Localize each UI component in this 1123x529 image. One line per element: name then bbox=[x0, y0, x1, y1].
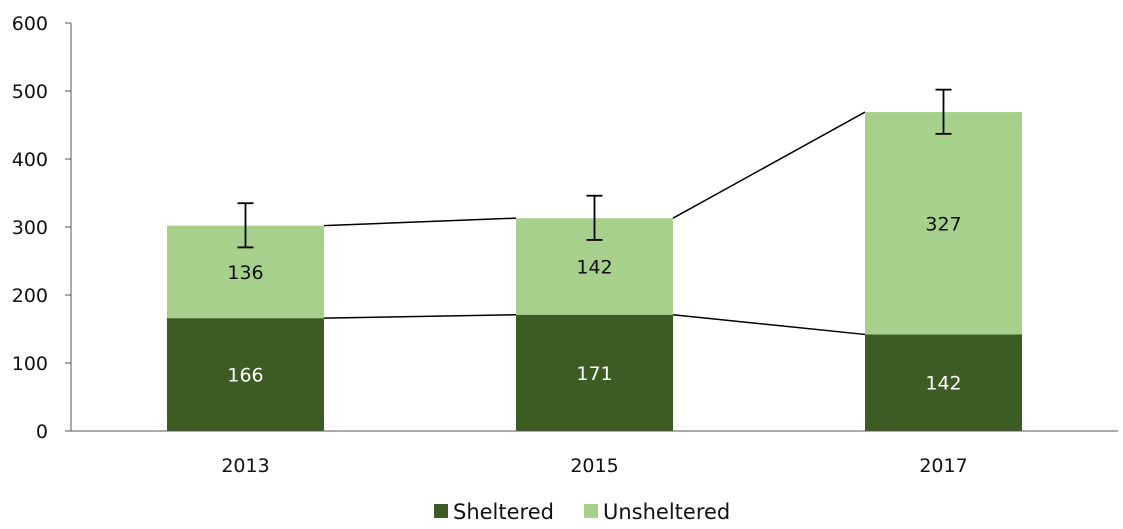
y-axis: 0 100 200 300 400 500 600 bbox=[12, 13, 72, 443]
legend-label-sheltered: Sheltered bbox=[453, 500, 554, 524]
data-label: 327 bbox=[925, 213, 961, 235]
y-tick-label: 200 bbox=[12, 285, 48, 307]
connector-line bbox=[323, 313, 517, 319]
legend-swatch-unsheltered bbox=[584, 504, 598, 518]
connector-lines bbox=[323, 111, 866, 336]
connector-line bbox=[672, 313, 866, 336]
data-label: 142 bbox=[576, 256, 612, 278]
x-axis: 2013 2015 2017 bbox=[71, 430, 1118, 477]
y-tick-label: 100 bbox=[12, 353, 48, 375]
y-tick-label: 600 bbox=[12, 13, 48, 35]
y-tick-label: 300 bbox=[12, 217, 48, 239]
x-tick-label: 2017 bbox=[919, 455, 967, 477]
legend: Sheltered Unsheltered bbox=[434, 500, 730, 524]
x-tick-label: 2015 bbox=[570, 455, 618, 477]
bar-sheltered-2015 bbox=[516, 314, 673, 431]
y-tick-label: 400 bbox=[12, 149, 48, 171]
bar-unsheltered-2017 bbox=[865, 112, 1022, 335]
bar-sheltered-2013 bbox=[167, 318, 324, 431]
y-tick-label: 500 bbox=[12, 81, 48, 103]
bars bbox=[167, 112, 1022, 431]
data-labels: 166 136 171 142 142 327 bbox=[227, 213, 961, 394]
data-label: 142 bbox=[925, 373, 961, 395]
legend-label-unsheltered: Unsheltered bbox=[603, 500, 730, 524]
y-tick-label: 0 bbox=[36, 421, 48, 443]
bar-sheltered-2017 bbox=[865, 334, 1022, 431]
legend-swatch-sheltered bbox=[434, 504, 448, 518]
connector-line bbox=[323, 217, 517, 227]
connector-line bbox=[672, 111, 866, 219]
data-label: 166 bbox=[227, 365, 263, 387]
x-tick-label: 2013 bbox=[221, 455, 269, 477]
data-label: 171 bbox=[576, 363, 612, 385]
error-bars bbox=[237, 88, 952, 249]
data-label: 136 bbox=[227, 262, 263, 284]
